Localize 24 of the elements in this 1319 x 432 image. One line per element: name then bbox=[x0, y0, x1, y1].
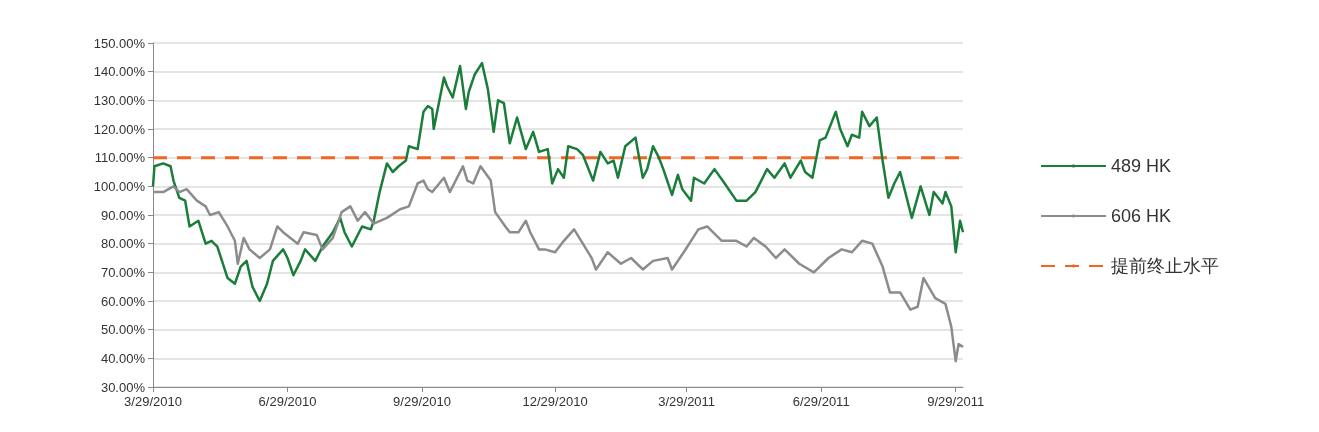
legend-label: 606 HK bbox=[1111, 206, 1172, 226]
x-tick-label: 3/29/2011 bbox=[658, 394, 716, 409]
y-tick-label: 60.00% bbox=[100, 293, 146, 309]
x-tick-label: 6/29/2011 bbox=[792, 394, 850, 409]
x-tick-label: 9/29/2010 bbox=[393, 394, 451, 409]
legend-label: 489 HK bbox=[1111, 156, 1172, 176]
y-tick-label: 40.00% bbox=[100, 350, 146, 366]
line-series bbox=[151, 61, 965, 303]
y-tick-label: 130.00% bbox=[93, 92, 146, 108]
y-tick-label: 100.00% bbox=[93, 178, 146, 194]
x-tick-label: 9/29/2011 bbox=[927, 394, 985, 409]
y-tick-label: 50.00% bbox=[100, 322, 146, 338]
x-tick-label: 3/29/2010 bbox=[124, 394, 182, 409]
y-tick-label: 110.00% bbox=[94, 150, 146, 166]
y-tick-label: 140.00% bbox=[93, 64, 146, 80]
y-tick-label: 30.00% bbox=[100, 379, 146, 395]
y-tick-label: 90.00% bbox=[100, 207, 146, 223]
y-tick-label: 80.00% bbox=[100, 236, 146, 252]
x-tick-label: 6/29/2010 bbox=[258, 394, 317, 409]
x-tick-label: 12/29/2010 bbox=[522, 394, 588, 409]
y-tick-label: 150.00% bbox=[93, 35, 146, 51]
y-tick-label: 120.00% bbox=[93, 121, 146, 137]
legend-label: 提前终止水平 bbox=[1111, 256, 1219, 276]
y-tick-label: 70.00% bbox=[100, 264, 146, 280]
